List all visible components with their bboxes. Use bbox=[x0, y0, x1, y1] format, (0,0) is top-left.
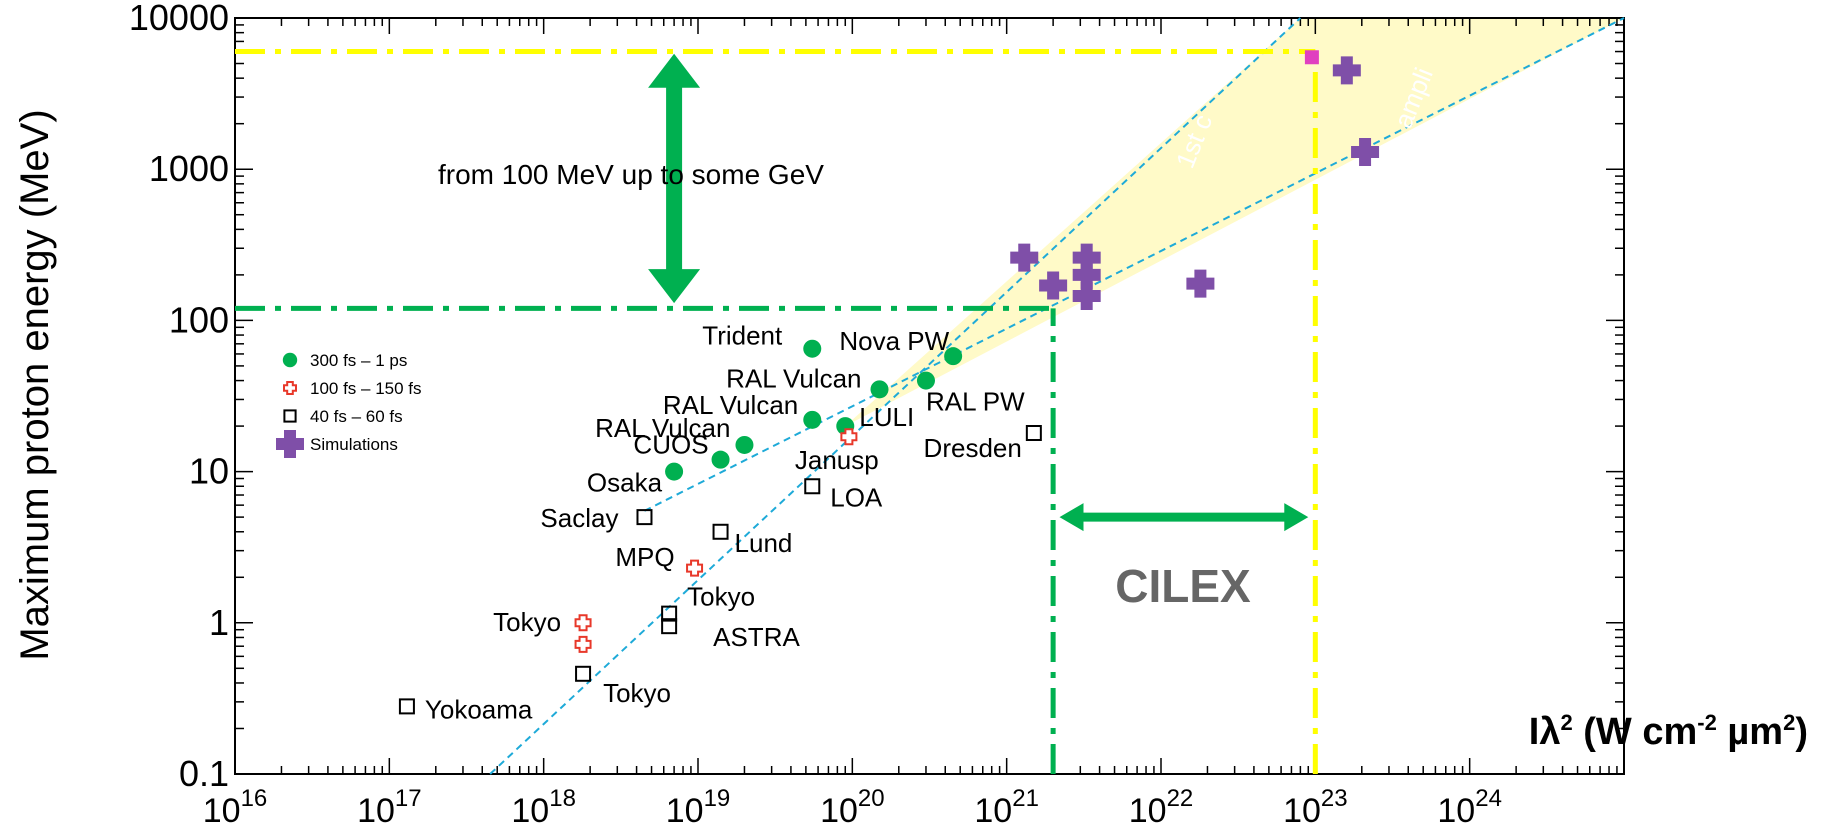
data-points bbox=[398, 50, 1380, 715]
y-tick-label: 100 bbox=[169, 299, 229, 340]
point-marker-square bbox=[661, 605, 678, 622]
legend-label: 40 fs – 60 fs bbox=[310, 407, 403, 426]
x-tick-label: 1021 bbox=[974, 785, 1039, 830]
x-tick-label: 1018 bbox=[511, 785, 576, 830]
point-label: RAL PW bbox=[926, 387, 1025, 417]
legend-label: 300 fs – 1 ps bbox=[310, 351, 407, 370]
point-marker-cross-open bbox=[283, 381, 297, 395]
point-marker-cross-open bbox=[840, 428, 858, 446]
point-marker-cross bbox=[1186, 269, 1215, 298]
x-axis-title: Iλ2 (W cm-2 µm2) bbox=[1529, 710, 1808, 753]
point-marker-square bbox=[712, 523, 729, 540]
point-marker-cross bbox=[1332, 56, 1361, 85]
point-marker-square bbox=[575, 665, 592, 682]
point-marker-cross bbox=[1010, 243, 1039, 272]
point-label: RAL Vulcan bbox=[595, 413, 730, 443]
point-marker-cross bbox=[1072, 282, 1101, 311]
point-marker-cross bbox=[276, 430, 304, 458]
cilex-label: CILEX bbox=[1115, 560, 1251, 612]
x-tick-label: 1017 bbox=[357, 785, 422, 830]
point-label: Osaka bbox=[587, 468, 663, 498]
point-label: LULI bbox=[859, 402, 914, 432]
point-label: Janusp bbox=[795, 445, 879, 475]
trend-line bbox=[644, 17, 1625, 512]
x-tick-label: 1019 bbox=[666, 785, 731, 830]
point-marker-square bbox=[661, 618, 678, 635]
point-marker-circle bbox=[282, 352, 298, 368]
y-tick-label: 0.1 bbox=[179, 753, 229, 794]
point-label: Dresden bbox=[924, 433, 1022, 463]
arrow-head-down bbox=[648, 269, 701, 304]
x-tick-label: 1022 bbox=[1129, 785, 1194, 830]
point-marker-square bbox=[283, 409, 297, 423]
arrow-head-up bbox=[648, 53, 701, 88]
point-label: MPQ bbox=[615, 542, 674, 572]
shaded-region-polygon bbox=[845, 18, 1624, 427]
point-marker-square bbox=[636, 509, 653, 526]
point-marker-square-filled bbox=[1304, 50, 1319, 65]
point-label: RAL Vulcan bbox=[726, 363, 861, 393]
y-tick-label: 1 bbox=[209, 602, 229, 643]
point-marker-circle bbox=[870, 380, 889, 399]
point-label: ASTRA bbox=[713, 622, 800, 652]
point-marker-square bbox=[398, 698, 415, 715]
point-marker-cross bbox=[1072, 243, 1101, 272]
point-label: Lund bbox=[735, 528, 793, 558]
point-marker-circle bbox=[803, 339, 822, 358]
trend-line bbox=[489, 17, 1302, 775]
point-marker-square bbox=[804, 478, 821, 495]
y-tick-label: 10 bbox=[189, 451, 229, 492]
point-label: CUOS bbox=[633, 430, 708, 460]
arrow-head-right bbox=[1284, 503, 1309, 532]
reference-lines bbox=[235, 49, 1318, 774]
point-label: Yokoama bbox=[425, 694, 533, 724]
x-tick-labels: 1016 1017 1018 1019 1020 1021 1022 1023 1024 bbox=[203, 785, 1502, 830]
point-marker-circle bbox=[711, 450, 730, 469]
point-marker-cross bbox=[1039, 271, 1068, 300]
legend-label: 100 fs – 150 fs bbox=[310, 379, 422, 398]
x-tick-label: 1016 bbox=[203, 785, 268, 830]
point-marker-cross bbox=[1072, 260, 1101, 289]
point-label: Saclay bbox=[540, 503, 618, 533]
y-tick-label: 1000 bbox=[149, 148, 229, 189]
point-marker-circle bbox=[916, 371, 935, 390]
y-axis-title: Maximum proton energy (MeV) bbox=[13, 109, 57, 660]
arrow-head-left bbox=[1059, 503, 1084, 532]
x-tick-label: 1020 bbox=[820, 785, 885, 830]
point-label: Tokyo bbox=[603, 678, 671, 708]
x-tick-label: 1023 bbox=[1283, 785, 1348, 830]
y-tick-labels: 0.1 1 10 100 1000 10000 bbox=[129, 0, 229, 794]
point-label: Tokyo bbox=[493, 607, 561, 637]
point-label: LOA bbox=[830, 482, 883, 512]
legend: 300 fs – 1 ps 100 fs – 150 fs 40 fs – 60 f… bbox=[276, 351, 422, 458]
shaded-region bbox=[845, 18, 1624, 427]
arrows bbox=[648, 53, 1309, 532]
range-annotation: from 100 MeV up to some GeV bbox=[438, 159, 824, 190]
plot-frame bbox=[234, 17, 1625, 775]
y-tick-label: 10000 bbox=[129, 0, 229, 38]
x-tick-label: 1024 bbox=[1437, 785, 1502, 830]
point-label: Nova PW bbox=[839, 326, 949, 356]
point-marker-cross-open bbox=[686, 559, 704, 577]
point-marker-circle bbox=[665, 462, 684, 481]
legend-label: Simulations bbox=[310, 435, 398, 454]
point-label: Trident bbox=[702, 321, 783, 351]
trend-lines bbox=[489, 17, 1625, 775]
point-marker-circle bbox=[944, 347, 963, 366]
point-marker-circle bbox=[735, 435, 754, 454]
axes bbox=[234, 17, 1625, 775]
point-marker-cross-open bbox=[574, 635, 592, 653]
point-marker-cross-open bbox=[574, 614, 592, 632]
point-marker-cross bbox=[1351, 137, 1380, 166]
point-label: RAL Vulcan bbox=[663, 390, 798, 420]
point-marker-circle bbox=[803, 410, 822, 429]
point-marker-square bbox=[1025, 425, 1042, 442]
point-label: Tokyo bbox=[687, 582, 755, 612]
